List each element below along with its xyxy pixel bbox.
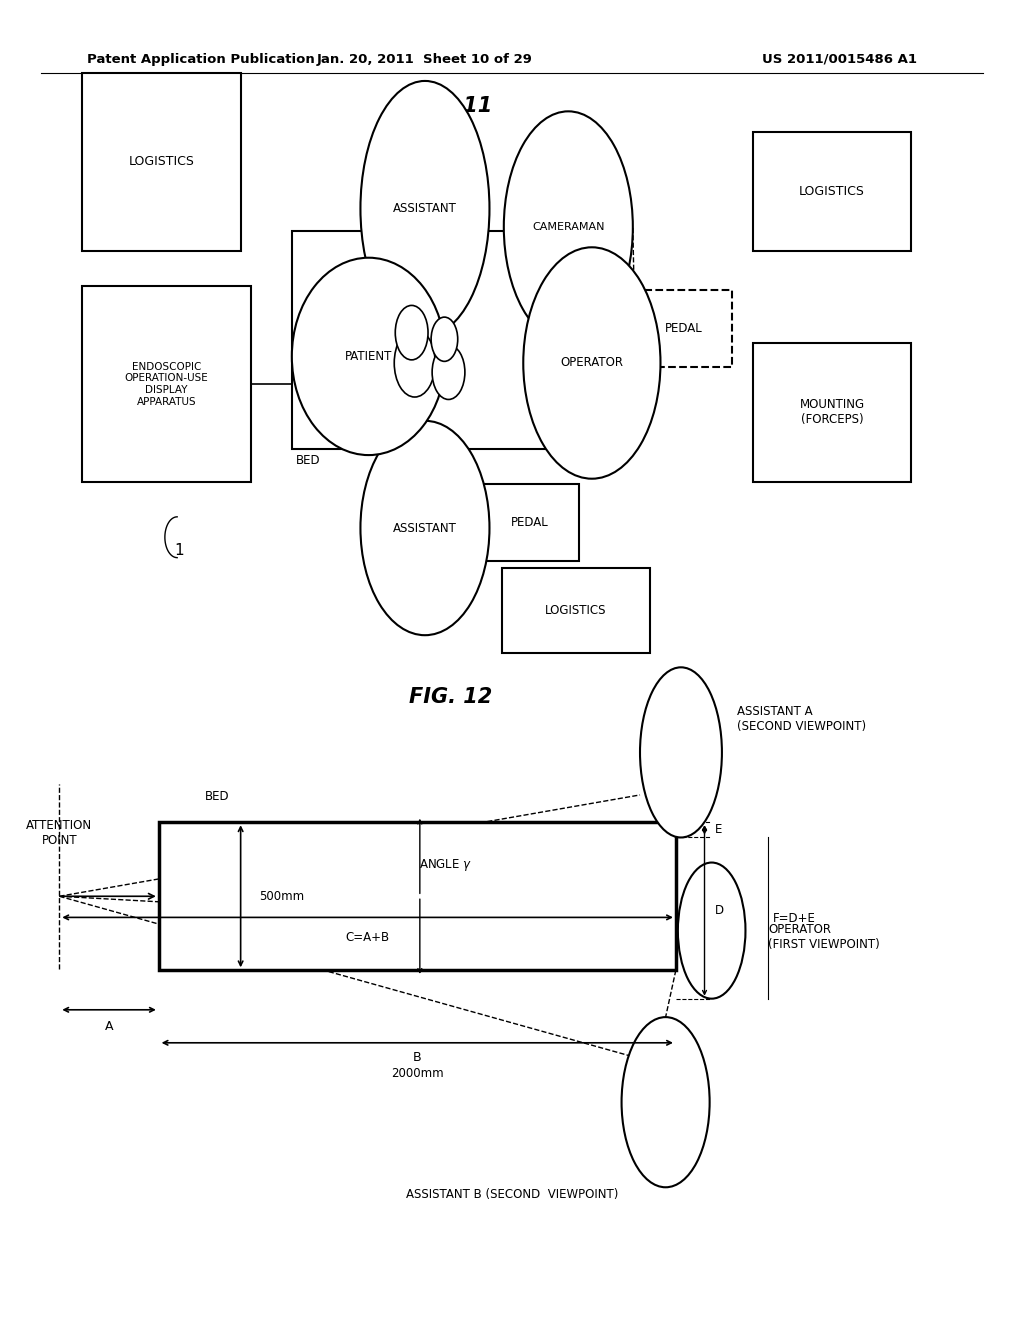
Ellipse shape bbox=[678, 862, 745, 999]
Text: Patent Application Publication: Patent Application Publication bbox=[87, 53, 314, 66]
Text: B: B bbox=[413, 1051, 422, 1064]
Bar bbox=[635, 290, 732, 367]
Bar bbox=[481, 484, 579, 561]
Text: US 2011/0015486 A1: US 2011/0015486 A1 bbox=[762, 53, 918, 66]
Text: OPERATOR
(FIRST VIEWPOINT): OPERATOR (FIRST VIEWPOINT) bbox=[768, 923, 880, 952]
Text: ASSISTANT B (SECOND  VIEWPOINT): ASSISTANT B (SECOND VIEWPOINT) bbox=[406, 1188, 618, 1201]
Text: PEDAL: PEDAL bbox=[665, 322, 702, 335]
Ellipse shape bbox=[432, 345, 465, 400]
Text: ATTENTION
POINT: ATTENTION POINT bbox=[27, 820, 92, 847]
Text: LOGISTICS: LOGISTICS bbox=[799, 185, 865, 198]
Text: ANGLE $\gamma$: ANGLE $\gamma$ bbox=[419, 857, 472, 873]
Text: BED: BED bbox=[205, 789, 229, 803]
Text: Jan. 20, 2011  Sheet 10 of 29: Jan. 20, 2011 Sheet 10 of 29 bbox=[317, 53, 532, 66]
Text: LOGISTICS: LOGISTICS bbox=[128, 156, 195, 168]
Text: PEDAL: PEDAL bbox=[511, 516, 549, 529]
Text: C=A+B: C=A+B bbox=[345, 931, 390, 944]
Bar bbox=[159, 822, 676, 970]
Ellipse shape bbox=[431, 317, 458, 362]
Ellipse shape bbox=[360, 421, 489, 635]
Text: CAMERAMAN: CAMERAMAN bbox=[532, 222, 604, 232]
Text: ASSISTANT A
(SECOND VIEWPOINT): ASSISTANT A (SECOND VIEWPOINT) bbox=[737, 705, 866, 734]
Text: 1: 1 bbox=[174, 543, 184, 558]
Bar bbox=[753, 343, 911, 482]
Text: A: A bbox=[104, 1020, 114, 1034]
Text: 500mm: 500mm bbox=[259, 890, 304, 903]
Ellipse shape bbox=[394, 329, 435, 397]
Bar bbox=[292, 231, 609, 449]
Text: BED: BED bbox=[296, 454, 321, 467]
Text: OPERATOR: OPERATOR bbox=[560, 356, 624, 370]
Text: MOUNTING
(FORCEPS): MOUNTING (FORCEPS) bbox=[800, 399, 864, 426]
Text: ASSISTANT: ASSISTANT bbox=[393, 521, 457, 535]
Text: 2000mm: 2000mm bbox=[391, 1067, 443, 1080]
Bar bbox=[753, 132, 911, 251]
Text: LOGISTICS: LOGISTICS bbox=[545, 605, 607, 616]
Ellipse shape bbox=[622, 1018, 710, 1187]
Bar bbox=[502, 568, 650, 653]
Bar bbox=[82, 73, 241, 251]
Text: PATIENT: PATIENT bbox=[345, 350, 392, 363]
Text: F=D+E: F=D+E bbox=[773, 912, 816, 924]
Text: FIG. 12: FIG. 12 bbox=[409, 686, 493, 708]
Bar bbox=[82, 286, 251, 482]
Text: ENDOSCOPIC
OPERATION-USE
DISPLAY
APPARATUS: ENDOSCOPIC OPERATION-USE DISPLAY APPARAT… bbox=[125, 362, 208, 407]
Ellipse shape bbox=[523, 247, 660, 479]
Text: ASSISTANT: ASSISTANT bbox=[393, 202, 457, 215]
Text: E: E bbox=[715, 824, 722, 837]
Ellipse shape bbox=[395, 305, 428, 360]
Ellipse shape bbox=[360, 81, 489, 337]
Text: FIG. 11: FIG. 11 bbox=[409, 95, 493, 116]
Ellipse shape bbox=[640, 668, 722, 837]
Ellipse shape bbox=[292, 257, 445, 455]
Ellipse shape bbox=[504, 111, 633, 343]
Text: D: D bbox=[715, 904, 724, 917]
